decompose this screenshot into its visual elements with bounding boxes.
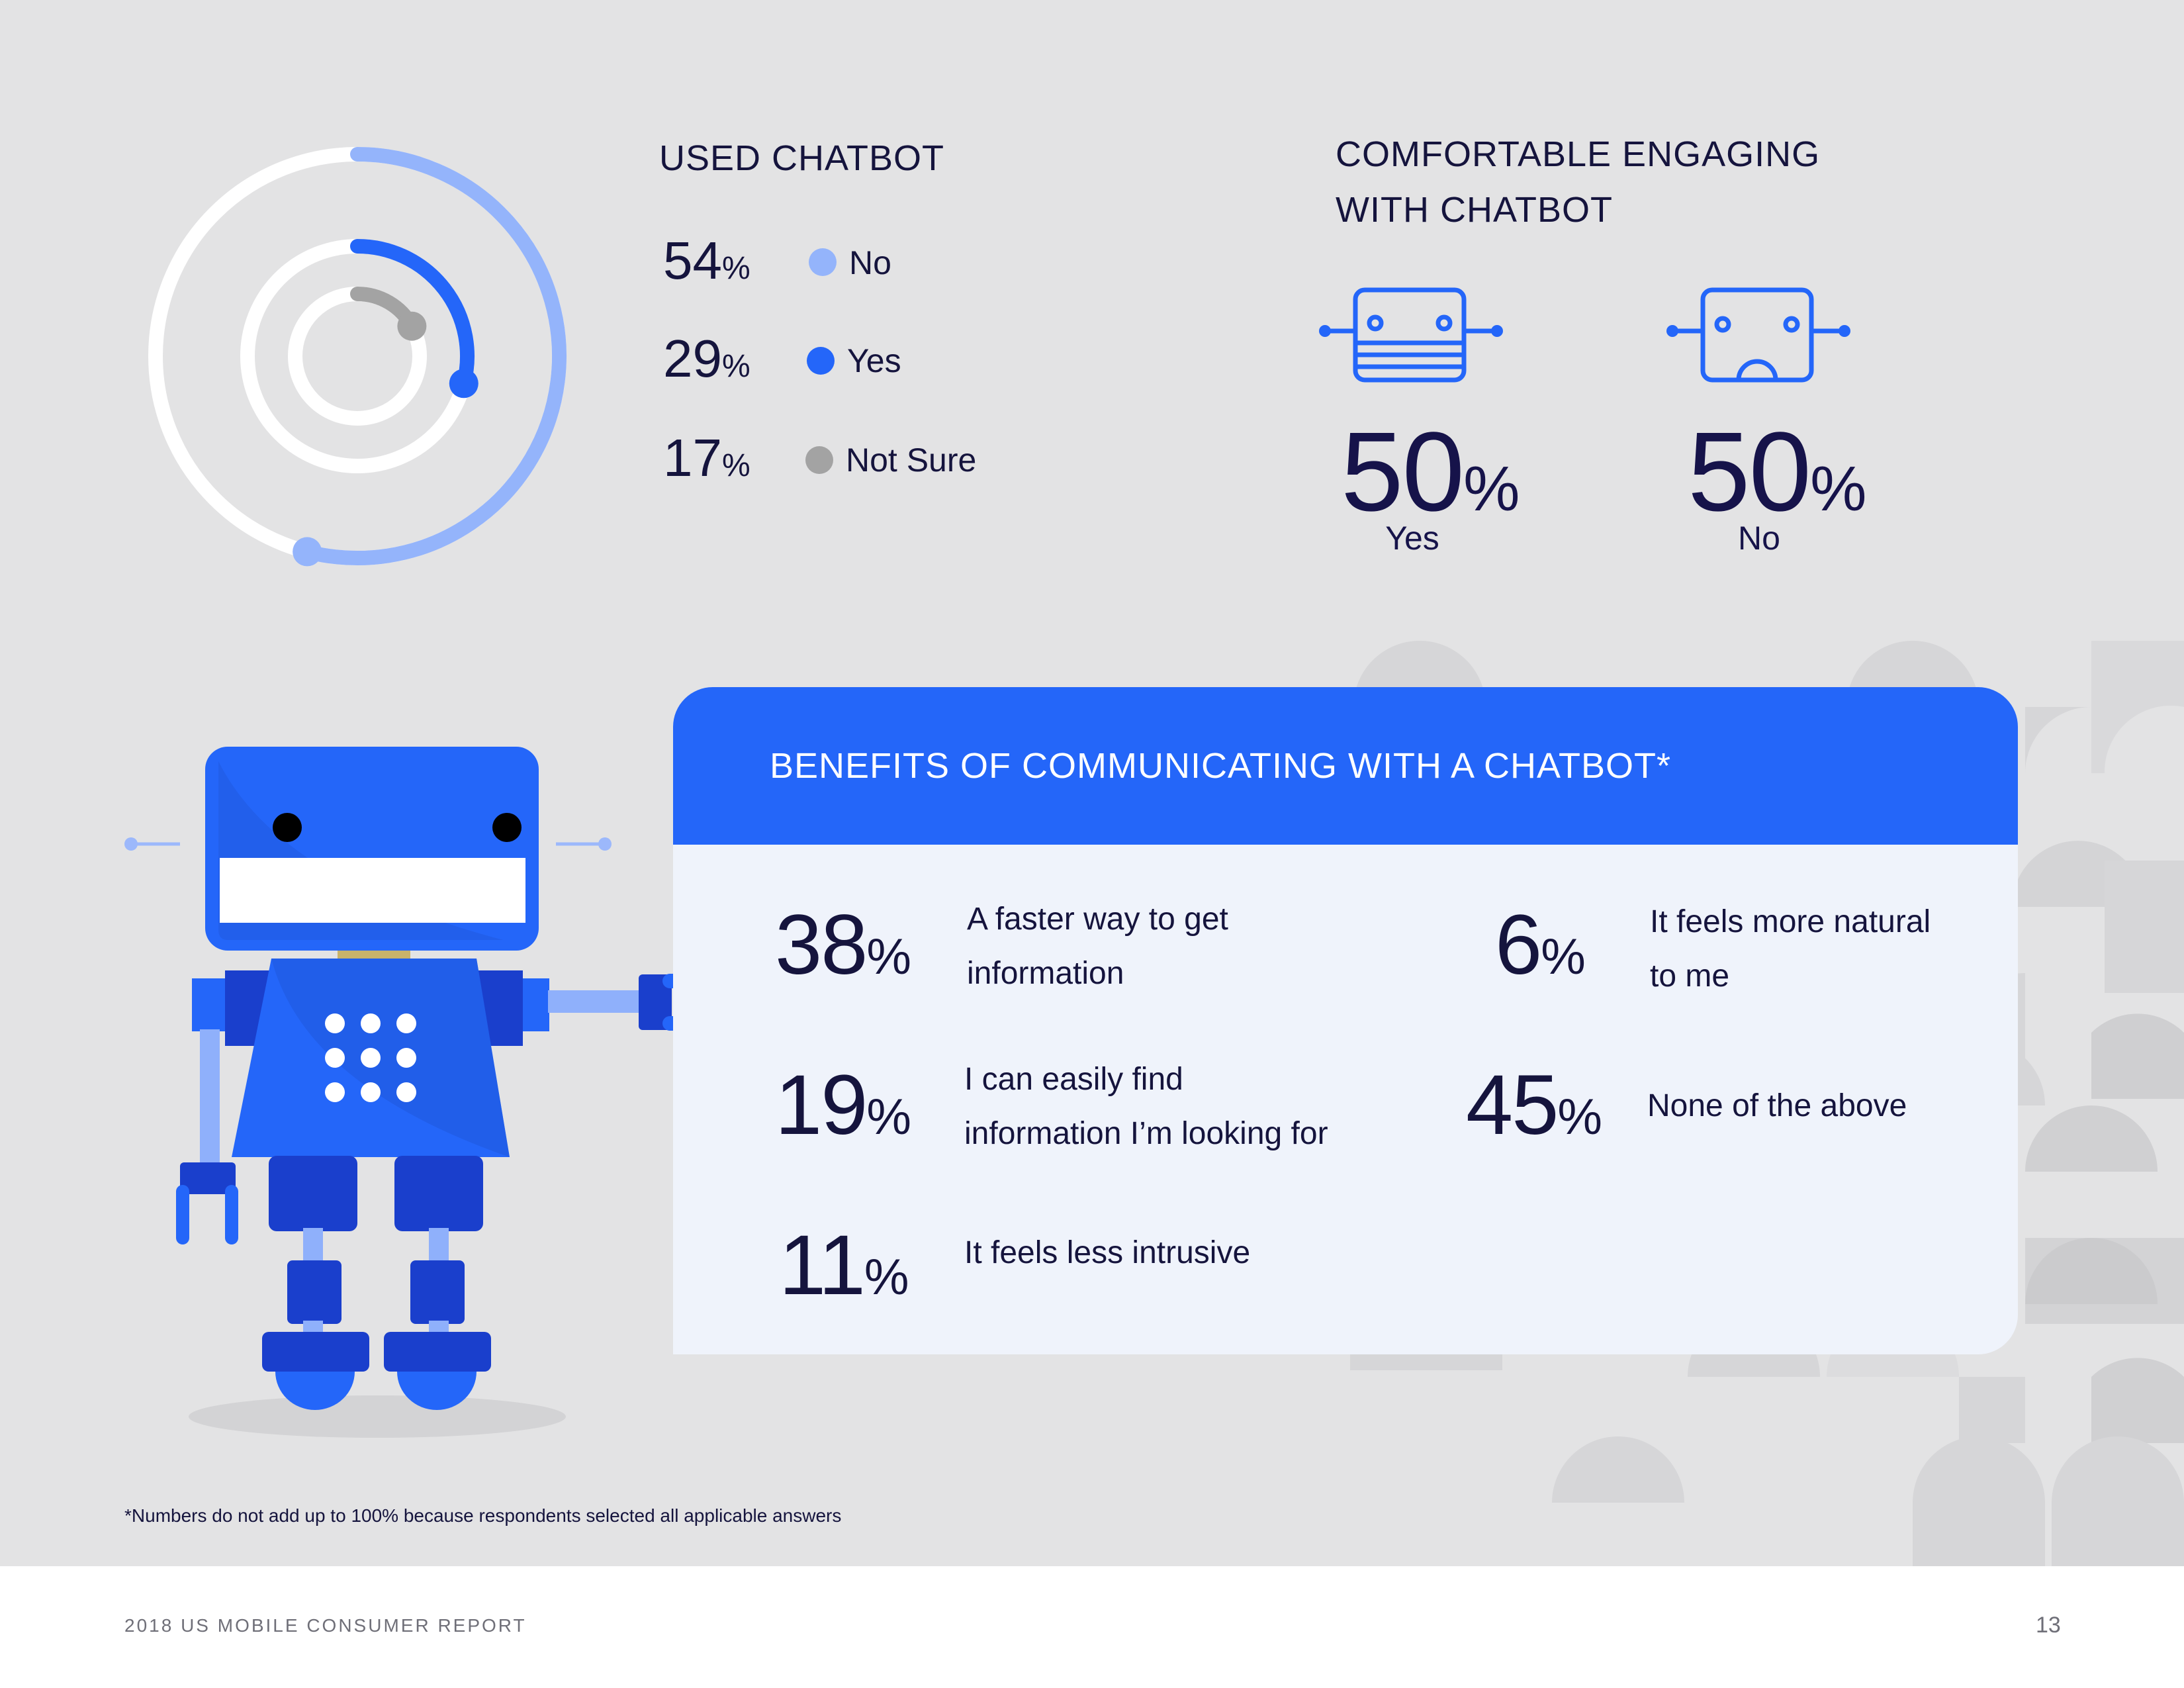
comfortable-value-no: 50%: [1688, 409, 1867, 535]
sad-robot-head-icon: [1666, 287, 1850, 383]
benefit-value-more-natural: 6%: [1495, 898, 1586, 992]
legend-value-no: 54%: [663, 231, 751, 290]
comfortable-title-line1: COMFORTABLE ENGAGING: [1336, 134, 1821, 174]
comfortable-label-yes: Yes: [1385, 520, 1439, 557]
comfortable-label-no: No: [1738, 520, 1780, 557]
benefit-label-more-natural: It feels more natural to me: [1650, 904, 1931, 994]
benefits-title: BENEFITS OF COMMUNICATING WITH A CHATBOT…: [770, 746, 1672, 786]
used-chatbot-title: USED CHATBOT: [659, 138, 945, 178]
robot-mascot-icon: [124, 747, 717, 1438]
legend-value-not-sure: 17%: [663, 428, 751, 487]
benefit-value-none: 45%: [1466, 1058, 1602, 1152]
legend-value-yes: 29%: [663, 329, 751, 388]
benefit-value-less-intrusive: 11%: [779, 1218, 909, 1313]
benefit-label-less-intrusive: It feels less intrusive: [964, 1235, 1251, 1270]
legend-swatch-yes: [807, 347, 835, 375]
footnote: *Numbers do not add up to 100% because r…: [124, 1505, 842, 1526]
used-chatbot-rings-chart: [148, 147, 567, 567]
benefit-label-faster: A faster way to get information: [967, 902, 1228, 991]
legend-label-yes: Yes: [847, 342, 901, 379]
smiling-robot-head-icon: [1319, 287, 1503, 383]
footer-report-title: 2018 US MOBILE CONSUMER REPORT: [124, 1615, 527, 1636]
benefits-card: BENEFITS OF COMMUNICATING WITH A CHATBOT…: [673, 687, 2018, 1354]
benefit-value-faster: 38%: [775, 898, 911, 992]
benefit-label-none: None of the above: [1647, 1088, 1907, 1123]
ring-arc-yes-end: [449, 369, 478, 399]
comfortable-title-line2: WITH CHATBOT: [1336, 190, 1613, 230]
benefit-label-easily-find: I can easily find information I’m looking…: [964, 1062, 1328, 1151]
ring-arc-yes: [350, 239, 475, 391]
legend-swatch-no: [809, 248, 837, 276]
ring-arc-no: [300, 147, 567, 565]
benefit-value-easily-find: 19%: [775, 1058, 911, 1152]
benefits-card-header: BENEFITS OF COMMUNICATING WITH A CHATBOT…: [673, 687, 2018, 845]
ring-arc-no-end: [293, 537, 322, 567]
legend-swatch-not-sure: [805, 446, 833, 474]
page-number: 13: [2036, 1613, 2061, 1638]
footer: [0, 1566, 2184, 1688]
comfortable-value-yes: 50%: [1341, 409, 1520, 535]
legend-label-no: No: [849, 244, 891, 281]
ring-arc-not-sure-end: [397, 311, 427, 341]
legend-label-not-sure: Not Sure: [846, 442, 977, 479]
